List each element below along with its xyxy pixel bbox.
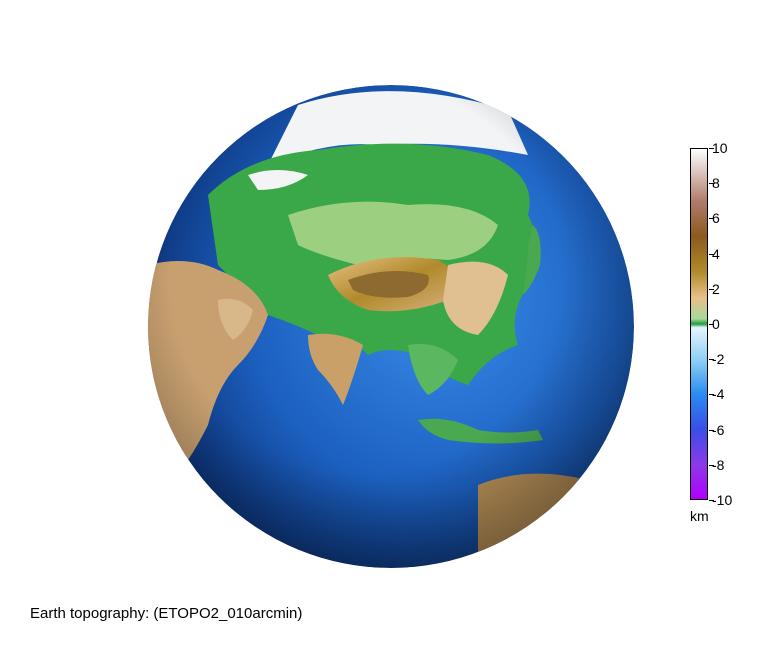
- colorbar-tick: [709, 288, 714, 290]
- colorbar-tick: [709, 394, 714, 396]
- colorbar-tick: [709, 218, 714, 220]
- earth-globe: [148, 85, 634, 568]
- colorbar-tick-label: -10: [712, 492, 733, 508]
- colorbar: [690, 148, 708, 500]
- colorbar-tick-label: 8: [712, 175, 720, 192]
- colorbar-tick: [709, 359, 714, 361]
- colorbar-tick-label: 2: [712, 280, 720, 297]
- colorbar-tick-label: 10: [712, 140, 728, 156]
- colorbar-unit: km: [690, 508, 709, 524]
- sphere-shading: [148, 85, 634, 568]
- colorbar-tick-label: 0: [712, 316, 720, 332]
- colorbar-tick-label: -8: [712, 456, 725, 473]
- colorbar-tick: [709, 148, 714, 149]
- colorbar-tick: [709, 500, 714, 501]
- colorbar-tick-label: -6: [712, 421, 725, 438]
- colorbar-tick: [709, 183, 714, 185]
- colorbar-tick-label: 6: [712, 210, 720, 227]
- colorbar-tick-label: -2: [712, 351, 725, 368]
- colorbar-tick: [709, 464, 714, 466]
- figure-caption: Earth topography: (ETOPO2_010arcmin): [30, 605, 303, 622]
- colorbar-tick-label: -4: [712, 386, 725, 403]
- colorbar-tick: [709, 429, 714, 431]
- colorbar-tick: [709, 324, 714, 325]
- colorbar-tick: [709, 253, 714, 255]
- colorbar-tick-label: 4: [712, 245, 720, 262]
